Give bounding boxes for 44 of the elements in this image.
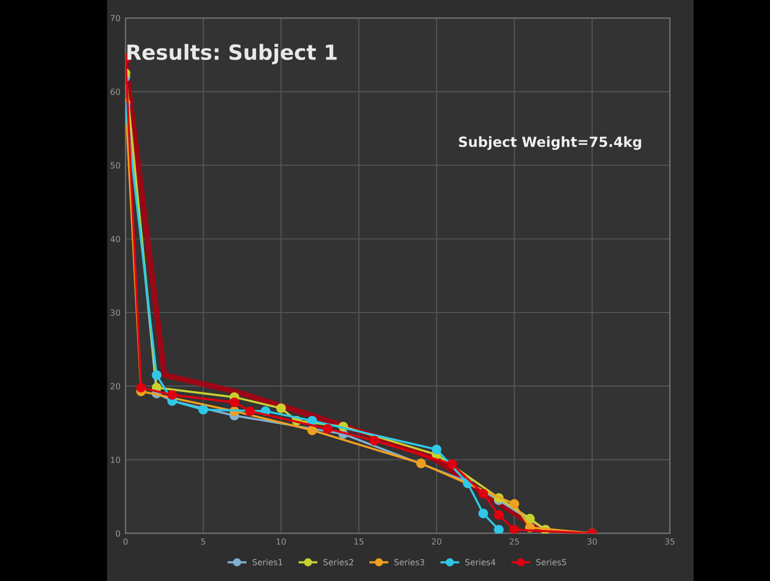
text: Results: Subject 1 <box>127 44 337 64</box>
x-tick-label: 30 <box>587 538 597 545</box>
y-tick-label: 0 <box>116 530 120 537</box>
y-tick-label: 50 <box>110 162 120 169</box>
point <box>276 403 286 414</box>
y-tick-label: 20 <box>110 383 120 390</box>
point <box>198 404 208 415</box>
point <box>447 459 458 470</box>
x-tick-label: 5 <box>201 538 206 545</box>
x-tick-label: 35 <box>665 538 674 545</box>
x-tick-label: 20 <box>432 538 442 545</box>
point <box>510 524 520 534</box>
point <box>307 425 318 436</box>
point <box>478 488 488 498</box>
point <box>167 390 178 400</box>
point <box>416 458 426 468</box>
legend-label: Series4 <box>465 558 496 566</box>
legend-label: Series3 <box>394 558 424 566</box>
x-tick-label: 15 <box>354 538 364 545</box>
y-tick-label: 10 <box>110 456 120 464</box>
point <box>307 416 318 426</box>
point <box>510 499 520 509</box>
point <box>494 524 504 534</box>
x-tick-label: 25 <box>510 538 519 545</box>
point <box>478 508 488 518</box>
point <box>322 424 333 434</box>
point <box>432 444 442 454</box>
x-tick-label: 10 <box>276 538 286 545</box>
point <box>152 370 162 380</box>
point <box>370 436 380 446</box>
legend-label: Series1 <box>252 558 282 566</box>
y-tick-label: 60 <box>110 88 120 95</box>
point <box>230 397 240 408</box>
point <box>245 406 255 416</box>
legend-label: Series5 <box>536 558 566 566</box>
point <box>494 510 504 520</box>
y-tick-label: 40 <box>110 236 120 242</box>
point <box>136 382 146 392</box>
y-tick-label: 30 <box>110 309 120 316</box>
annotation: Subject Weight=75.4kg <box>458 136 642 150</box>
x-tick-label: 0 <box>123 538 128 545</box>
legend-label: Series2 <box>324 558 354 566</box>
point <box>525 514 535 524</box>
y-tick-label: 70 <box>110 14 120 22</box>
